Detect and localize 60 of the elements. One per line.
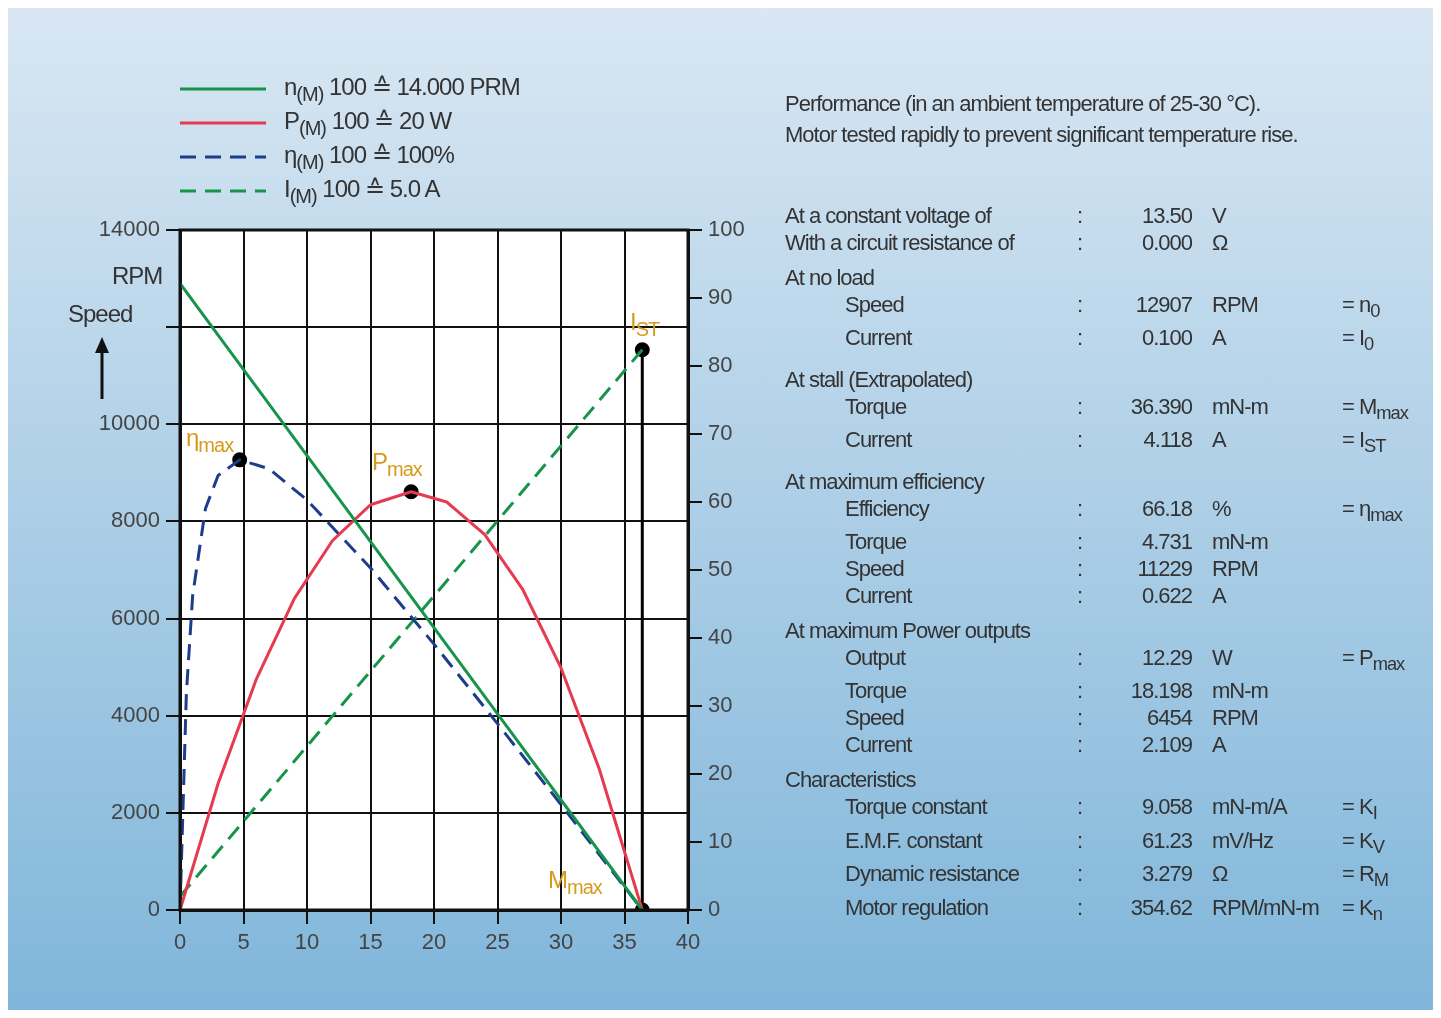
text: Efficiency : 66.18 % = η$_{max}$ bbox=[845, 495, 1402, 525]
text: At no load bbox=[785, 264, 876, 291]
text: Motor tested rapidly to prevent significant temperature rise. bbox=[785, 121, 1299, 149]
text: At a constant voltage of : 13.50 V bbox=[785, 203, 1226, 228]
y2-tick-label: 90 bbox=[708, 284, 733, 310]
text: Performance (in an ambient temperature of 25-30 °C). bbox=[785, 90, 1262, 118]
text: At stall (Extrapolated) bbox=[785, 365, 974, 393]
y2-tick-label: 0 bbox=[708, 896, 721, 922]
x-tick-label: 0 bbox=[173, 929, 187, 955]
legend-label: n$_{(M)}$ 100 ≙ 14.000 PRM bbox=[284, 72, 520, 106]
text: At maximum Power outputs bbox=[785, 616, 1032, 644]
text: Output : 12.29 W = P$_{max}$ bbox=[845, 644, 1405, 675]
text: Speed : 6454 RPM bbox=[845, 705, 1258, 731]
y-tick-label: 8000 bbox=[111, 507, 160, 533]
y2-tick-label: 50 bbox=[708, 556, 733, 582]
y-tick-label: 10000 bbox=[98, 410, 160, 436]
text: Torque : 18.198 mN-m bbox=[845, 678, 1268, 704]
text: Current : 4.118 A = I$_{ST}$ bbox=[845, 427, 1386, 457]
text: Motor regulation : 354.62 RPM/mN-m = K$_{n}$ bbox=[845, 894, 1382, 924]
text: Current : 0.100 A = I$_{0}$ bbox=[845, 325, 1374, 355]
y2-tick-label: 20 bbox=[708, 760, 733, 786]
legend-label: P$_{(M)}$ 100 ≙ 20 W bbox=[284, 106, 452, 140]
legend-label: I$_{(M)}$ 100 ≙ 5.0 A bbox=[284, 174, 440, 208]
text: Speed : 11229 RPM bbox=[845, 555, 1258, 581]
y-tick-label: 4000 bbox=[111, 701, 160, 727]
x-tick-label: 30 bbox=[548, 929, 574, 955]
y-tick-label: 2000 bbox=[111, 798, 160, 824]
y2-tick-label: 40 bbox=[708, 624, 733, 650]
x-tick-label: 20 bbox=[421, 929, 447, 955]
text: Torque constant : 9.058 mN-m/A = K$_{I}$ bbox=[845, 794, 1377, 824]
y-tick-label: 14000 bbox=[98, 216, 160, 242]
text: E.M.F. constant : 61.23 mV/Hz = K$_{V}$ bbox=[845, 827, 1384, 858]
y2-tick-label: 100 bbox=[708, 216, 745, 242]
y-tick-label: 6000 bbox=[111, 604, 160, 630]
text: Speed : 12907 RPM = n$_{0}$ bbox=[845, 292, 1380, 322]
y2-tick-label: 10 bbox=[708, 828, 733, 854]
annotation: η$_{max}$ bbox=[186, 424, 234, 457]
x-tick-label: 10 bbox=[294, 929, 320, 955]
text: Current : 2.109 A bbox=[845, 732, 1226, 758]
y2-tick-label: 30 bbox=[708, 692, 733, 718]
x-tick-label: 5 bbox=[237, 929, 250, 955]
text: Dynamic resistance : 3.279 Ω = R$_{M}$ bbox=[845, 861, 1389, 891]
text: At maximum efficiency bbox=[785, 467, 986, 495]
text: Torque : 4.731 mN-m bbox=[845, 528, 1268, 554]
text: Torque : 36.390 mN-m = M$_{max}$ bbox=[845, 393, 1408, 424]
y2-tick-label: 70 bbox=[708, 420, 733, 446]
x-tick-label: 35 bbox=[612, 929, 637, 955]
x-tick-label: 15 bbox=[358, 929, 383, 955]
text: Characteristics bbox=[785, 766, 917, 794]
y-axis-title: Speed bbox=[68, 300, 133, 328]
text: RPM bbox=[112, 262, 163, 290]
y2-tick-label: 60 bbox=[708, 488, 733, 514]
x-tick-label: 25 bbox=[485, 929, 510, 955]
text: Current : 0.622 A bbox=[845, 582, 1226, 608]
y-tick-label: 0 bbox=[147, 896, 160, 922]
legend-label: η$_{(M)}$ 100 ≙ 100% bbox=[284, 140, 454, 174]
y2-tick-label: 80 bbox=[708, 352, 733, 378]
text: With a circuit resistance of : 0.000 Ω bbox=[785, 230, 1228, 255]
x-tick-label: 40 bbox=[675, 929, 701, 955]
annotation: P$_{max}$ bbox=[372, 448, 422, 481]
